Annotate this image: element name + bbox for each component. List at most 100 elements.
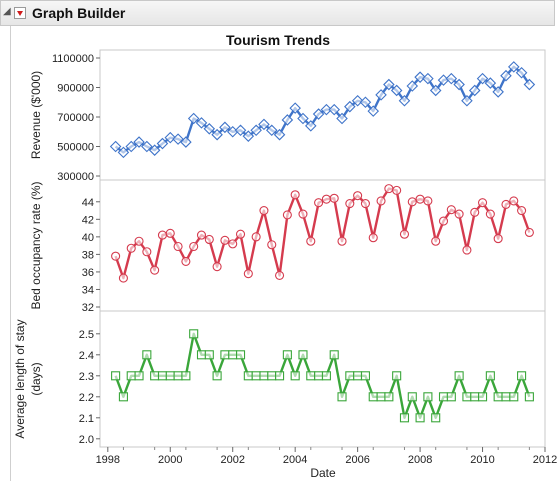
data-point <box>282 210 292 220</box>
data-point <box>142 350 152 360</box>
data-point <box>523 78 536 91</box>
data-point <box>517 206 527 216</box>
data-point <box>133 136 145 148</box>
data-point <box>359 96 372 109</box>
data-point <box>142 247 152 257</box>
x-tick-label: 2010 <box>470 454 494 466</box>
data-point <box>195 117 208 129</box>
data-point <box>353 371 363 381</box>
data-point <box>243 371 253 381</box>
data-point <box>524 227 534 238</box>
data-point <box>189 241 199 252</box>
data-point <box>422 72 434 85</box>
data-point <box>157 230 168 240</box>
data-point <box>189 329 199 339</box>
data-point <box>390 84 403 97</box>
data-point <box>265 124 278 137</box>
data-point <box>196 350 207 360</box>
data-point <box>476 72 489 85</box>
data-point <box>235 229 246 239</box>
data-point <box>399 413 410 423</box>
data-point <box>111 371 121 381</box>
data-point <box>289 102 301 114</box>
data-point <box>290 371 300 381</box>
data-point <box>431 413 441 423</box>
data-point <box>204 234 214 245</box>
y-tick-label: 2.0 <box>79 434 94 446</box>
data-point <box>242 130 255 142</box>
data-point <box>423 392 433 402</box>
y-axis-label: Revenue ($'000) <box>29 71 43 159</box>
data-point <box>157 371 168 381</box>
data-point <box>109 140 122 153</box>
data-point <box>431 236 441 246</box>
data-point <box>134 371 144 381</box>
data-point <box>367 105 380 117</box>
y-tick-label: 40 <box>82 232 94 244</box>
data-point <box>164 131 177 144</box>
data-point <box>181 256 191 266</box>
data-point <box>126 243 136 253</box>
data-point <box>259 206 269 216</box>
data-point <box>345 371 355 381</box>
data-point <box>297 112 309 125</box>
y-axis-label: Bed occupancy rate (%) <box>29 181 43 309</box>
data-point <box>305 120 317 132</box>
data-point <box>515 66 528 79</box>
data-point <box>150 371 160 381</box>
data-point <box>118 392 128 402</box>
data-point <box>453 78 465 91</box>
data-point <box>461 94 473 107</box>
data-point <box>220 235 230 245</box>
data-point <box>438 392 449 402</box>
y-tick-label: 44 <box>82 197 94 209</box>
chart-title: Tourism Trends <box>226 32 330 48</box>
data-point <box>180 136 192 148</box>
x-tick-label: 2008 <box>408 454 432 466</box>
graph-builder-header[interactable]: ◢ Graph Builder <box>0 0 555 26</box>
data-point <box>126 371 136 381</box>
data-point <box>111 251 121 261</box>
data-point <box>368 392 378 402</box>
data-point <box>454 209 464 219</box>
y-tick-label: 900000 <box>57 83 94 95</box>
data-point <box>204 350 214 360</box>
x-tick-label: 2002 <box>220 454 244 466</box>
data-point <box>117 146 130 159</box>
data-point <box>187 112 200 125</box>
data-point <box>251 232 261 242</box>
data-point <box>414 71 426 83</box>
disclosure-triangle-icon[interactable]: ◢ <box>3 6 11 17</box>
data-point <box>298 209 308 219</box>
data-point <box>234 124 247 137</box>
data-point <box>320 103 333 116</box>
data-point <box>423 196 433 206</box>
data-point <box>407 197 417 207</box>
data-point <box>398 94 411 107</box>
graph-frame <box>10 26 557 481</box>
data-point <box>360 371 370 381</box>
y-tick-label: 38 <box>82 249 94 261</box>
red-triangle-menu-icon[interactable] <box>14 7 26 19</box>
data-point <box>470 392 480 402</box>
data-point <box>470 207 480 217</box>
data-point <box>344 100 356 113</box>
data-point <box>298 350 308 360</box>
y-axis-label: Average length of stay <box>13 319 27 438</box>
data-point <box>392 185 402 195</box>
y-tick-label: 34 <box>82 284 94 296</box>
y-tick-label: 42 <box>82 214 94 226</box>
data-point <box>306 371 316 381</box>
data-point <box>376 196 386 206</box>
data-point <box>243 269 253 279</box>
data-point <box>368 233 378 243</box>
data-point <box>165 228 175 238</box>
data-point <box>118 273 128 283</box>
data-point <box>493 392 503 402</box>
data-point <box>282 350 292 360</box>
data-point <box>275 270 285 280</box>
x-tick-label: 2012 <box>533 454 557 466</box>
data-point <box>267 240 277 250</box>
window-title: Graph Builder <box>32 5 126 21</box>
data-point <box>251 371 261 381</box>
